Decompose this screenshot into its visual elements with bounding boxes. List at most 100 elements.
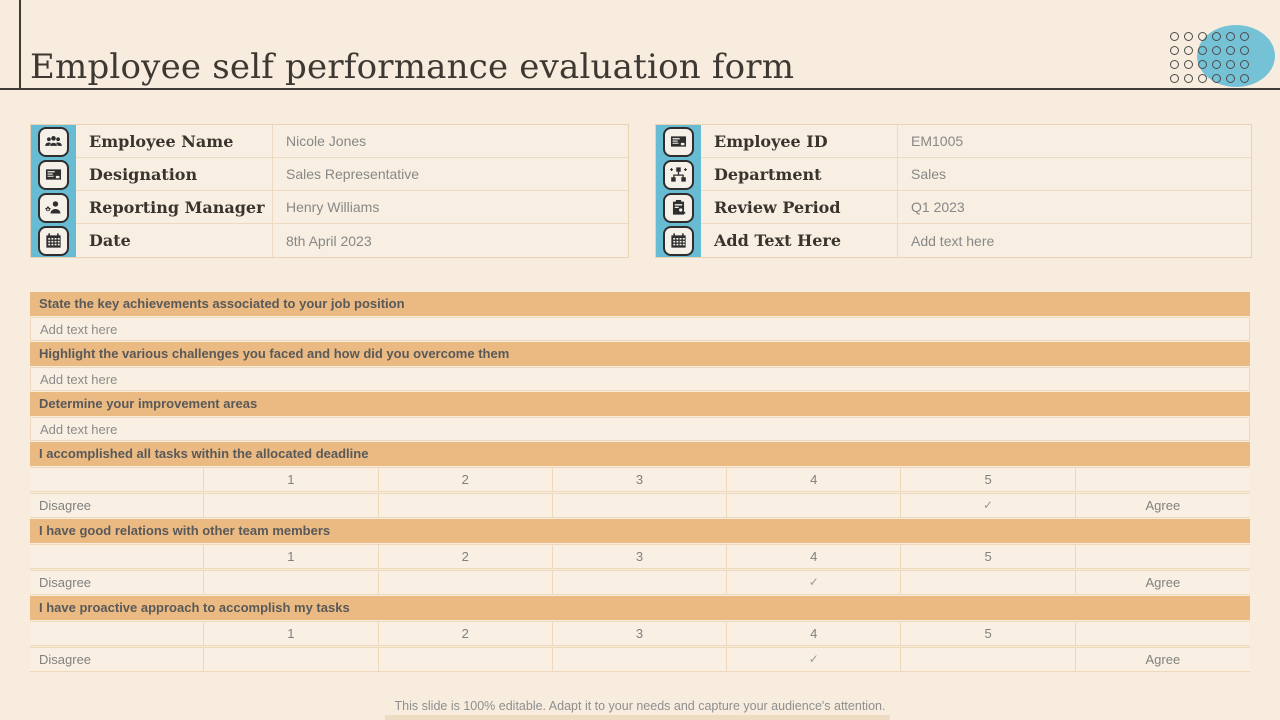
form-text-placeholder[interactable]: Add text here	[30, 417, 1250, 441]
rating-answer-row: Disagree ✓ Agree	[30, 647, 1250, 672]
table-row: Employee Name Nicole Jones	[31, 125, 628, 158]
rating-scale-spacer	[30, 468, 205, 491]
header-divider-line	[0, 88, 1280, 90]
dot-ring	[1198, 60, 1207, 69]
rating-scale-number: 5	[901, 545, 1076, 568]
employee-info-table-left: Employee Name Nicole Jones Designation S…	[30, 124, 629, 258]
dot-ring	[1240, 46, 1249, 55]
rating-scale-number: 5	[901, 622, 1076, 645]
rating-scale-number: 3	[552, 622, 728, 645]
dot-ring	[1184, 32, 1193, 41]
field-value[interactable]: Add text here	[911, 232, 995, 249]
rating-scale-number: 1	[204, 622, 379, 645]
form-text-placeholder[interactable]: Add text here	[30, 367, 1250, 391]
form-section-header: Determine your improvement areas	[30, 392, 1250, 416]
field-label: Date	[76, 224, 273, 257]
rating-checkmark-cell[interactable]: ✓	[727, 571, 902, 594]
rating-min-label: Disagree	[30, 648, 205, 671]
teal-blob-decoration	[1197, 25, 1275, 87]
field-value: 8th April 2023	[286, 232, 372, 249]
icon-cell	[31, 224, 76, 257]
rating-empty-cell[interactable]	[552, 494, 728, 517]
rating-empty-cell[interactable]	[378, 494, 553, 517]
dot-ring	[1184, 46, 1193, 55]
rating-empty-cell[interactable]	[727, 494, 902, 517]
icon-cell	[656, 158, 701, 191]
rating-empty-cell[interactable]	[901, 571, 1076, 594]
dot-ring	[1184, 74, 1193, 83]
rating-scale-number: 1	[204, 545, 379, 568]
field-value: EM1005	[898, 125, 1251, 158]
field-label: Employee Name	[76, 125, 273, 158]
form-section-header: I have proactive approach to accomplish …	[30, 596, 1250, 620]
dot-ring	[1170, 32, 1179, 41]
rating-empty-cell[interactable]	[378, 648, 553, 671]
rating-min-label: Disagree	[30, 571, 205, 594]
org-chart-icon	[663, 159, 694, 190]
field-value: Q1 2023	[898, 191, 1251, 224]
page-title: Employee self performance evaluation for…	[30, 46, 795, 87]
rating-checkmark-cell[interactable]: ✓	[727, 648, 902, 671]
table-row: Department Sales	[656, 158, 1251, 191]
dot-ring	[1240, 32, 1249, 41]
form-text-placeholder[interactable]: Add text here	[30, 317, 1250, 341]
footer-note: This slide is 100% editable. Adapt it to…	[394, 699, 886, 713]
employee-info-table-right: Employee ID EM1005 Department Sales Revi…	[655, 124, 1252, 258]
field-label: Review Period	[701, 191, 898, 224]
rating-max-label: Agree	[1075, 494, 1250, 517]
rating-scale-number: 2	[378, 545, 553, 568]
field-value: Nicole Jones	[273, 125, 628, 158]
rating-max-label: Agree	[1075, 571, 1250, 594]
field-label: Reporting Manager	[76, 191, 273, 224]
table-row: Add Text Here Add text here	[656, 224, 1251, 257]
manager-gear-icon	[38, 192, 69, 223]
rating-empty-cell[interactable]	[552, 648, 728, 671]
rating-empty-cell[interactable]	[204, 494, 379, 517]
dot-ring	[1212, 60, 1221, 69]
rating-scale-number: 1	[204, 468, 379, 491]
form-section-header: I have good relations with other team me…	[30, 519, 1250, 543]
rating-empty-cell[interactable]	[901, 648, 1076, 671]
table-row: Reporting Manager Henry Williams	[31, 191, 628, 224]
dot-ring	[1198, 32, 1207, 41]
form-section-header: State the key achievements associated to…	[30, 292, 1250, 316]
rating-scale-number: 4	[727, 622, 902, 645]
field-label: Add Text Here	[701, 224, 898, 257]
rating-answer-row: Disagree ✓ Agree	[30, 493, 1250, 518]
dot-ring	[1184, 60, 1193, 69]
dot-ring	[1226, 74, 1235, 83]
dot-ring	[1170, 46, 1179, 55]
icon-cell	[656, 224, 701, 257]
field-label: Department	[701, 158, 898, 191]
dot-ring	[1226, 46, 1235, 55]
dot-ring	[1170, 60, 1179, 69]
dot-ring	[1212, 46, 1221, 55]
footer-accent-strip	[385, 715, 890, 720]
rating-scale-number: 4	[727, 468, 902, 491]
rating-checkmark-cell[interactable]: ✓	[901, 494, 1076, 517]
icon-cell	[31, 158, 76, 191]
form-section-header: Highlight the various challenges you fac…	[30, 342, 1250, 366]
dots-pattern-decoration	[1170, 32, 1249, 83]
icon-cell	[656, 191, 701, 224]
rating-empty-cell[interactable]	[204, 648, 379, 671]
rating-scale-number: 4	[727, 545, 902, 568]
icon-cell	[31, 191, 76, 224]
form-section-header: I accomplished all tasks within the allo…	[30, 442, 1250, 466]
title-accent-line	[19, 0, 21, 89]
rating-scale-number: 3	[552, 545, 728, 568]
field-value: Sales	[898, 158, 1251, 191]
rating-empty-cell[interactable]	[204, 571, 379, 594]
field-value: Sales Representative	[273, 158, 628, 191]
rating-empty-cell[interactable]	[378, 571, 553, 594]
rating-empty-cell[interactable]	[552, 571, 728, 594]
rating-min-label: Disagree	[30, 494, 205, 517]
table-row: Review Period Q1 2023	[656, 191, 1251, 224]
table-row: Employee ID EM1005	[656, 125, 1251, 158]
rating-max-label: Agree	[1075, 648, 1250, 671]
table-row: Date 8th April 2023	[31, 224, 628, 257]
